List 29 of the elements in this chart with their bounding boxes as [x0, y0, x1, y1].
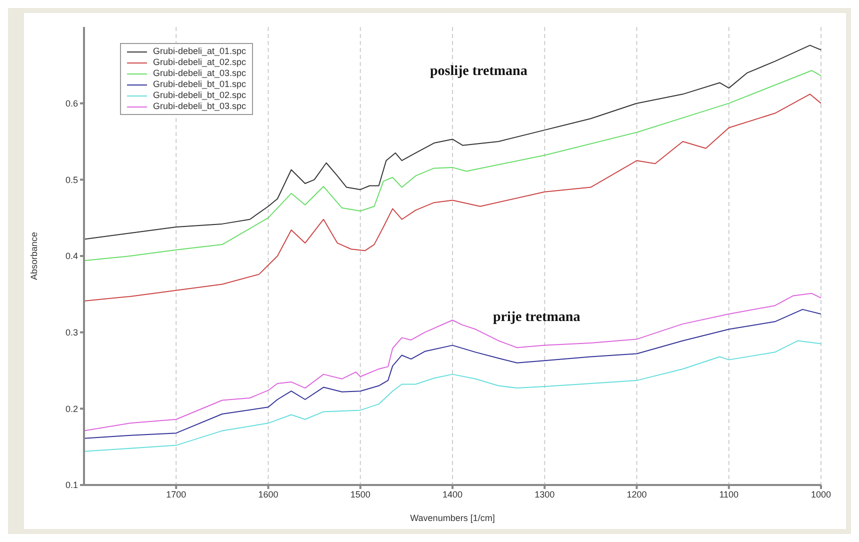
annotation: prije tretmana	[493, 310, 580, 326]
y-tick-label: 0.4	[65, 251, 78, 262]
line-series	[84, 292, 821, 432]
y-tick-label: 0.1	[65, 480, 78, 490]
line-series	[84, 340, 821, 452]
x-tick-label: 1300	[534, 489, 555, 500]
x-tick-label: 1200	[626, 489, 647, 500]
legend-label: Grubi-debeli_bt_02.spc	[153, 90, 246, 101]
line-series	[84, 308, 821, 439]
legend-label: Grubi-debeli_at_03.spc	[153, 68, 246, 79]
legend-label: Grubi-debeli_at_02.spc	[153, 57, 246, 68]
legend-label: Grubi-debeli_at_01.spc	[153, 46, 246, 57]
x-tick-label: 1600	[258, 489, 278, 500]
line-series	[84, 94, 821, 302]
y-axis-title: Absorbance	[29, 232, 40, 280]
x-axis-title: Wavenumbers [1/cm]	[410, 513, 495, 523]
annotation: poslije tretmana	[430, 64, 528, 80]
x-tick-label: 1400	[442, 489, 463, 500]
x-tick-label: 1700	[166, 489, 186, 500]
legend-label: Grubi-debeli_bt_01.spc	[153, 79, 246, 90]
x-tick-label: 1000	[810, 489, 832, 500]
y-tick-label: 0.3	[65, 328, 78, 338]
y-tick-label: 0.6	[65, 98, 78, 109]
y-tick-label: 0.5	[65, 174, 78, 185]
x-tick-label: 1100	[719, 489, 739, 500]
legend-label: Grubi-debeli_bt_03.spc	[153, 101, 246, 112]
line-series	[84, 44, 821, 240]
x-tick-label: 1500	[350, 489, 370, 500]
y-tick-label: 0.2	[65, 404, 78, 414]
